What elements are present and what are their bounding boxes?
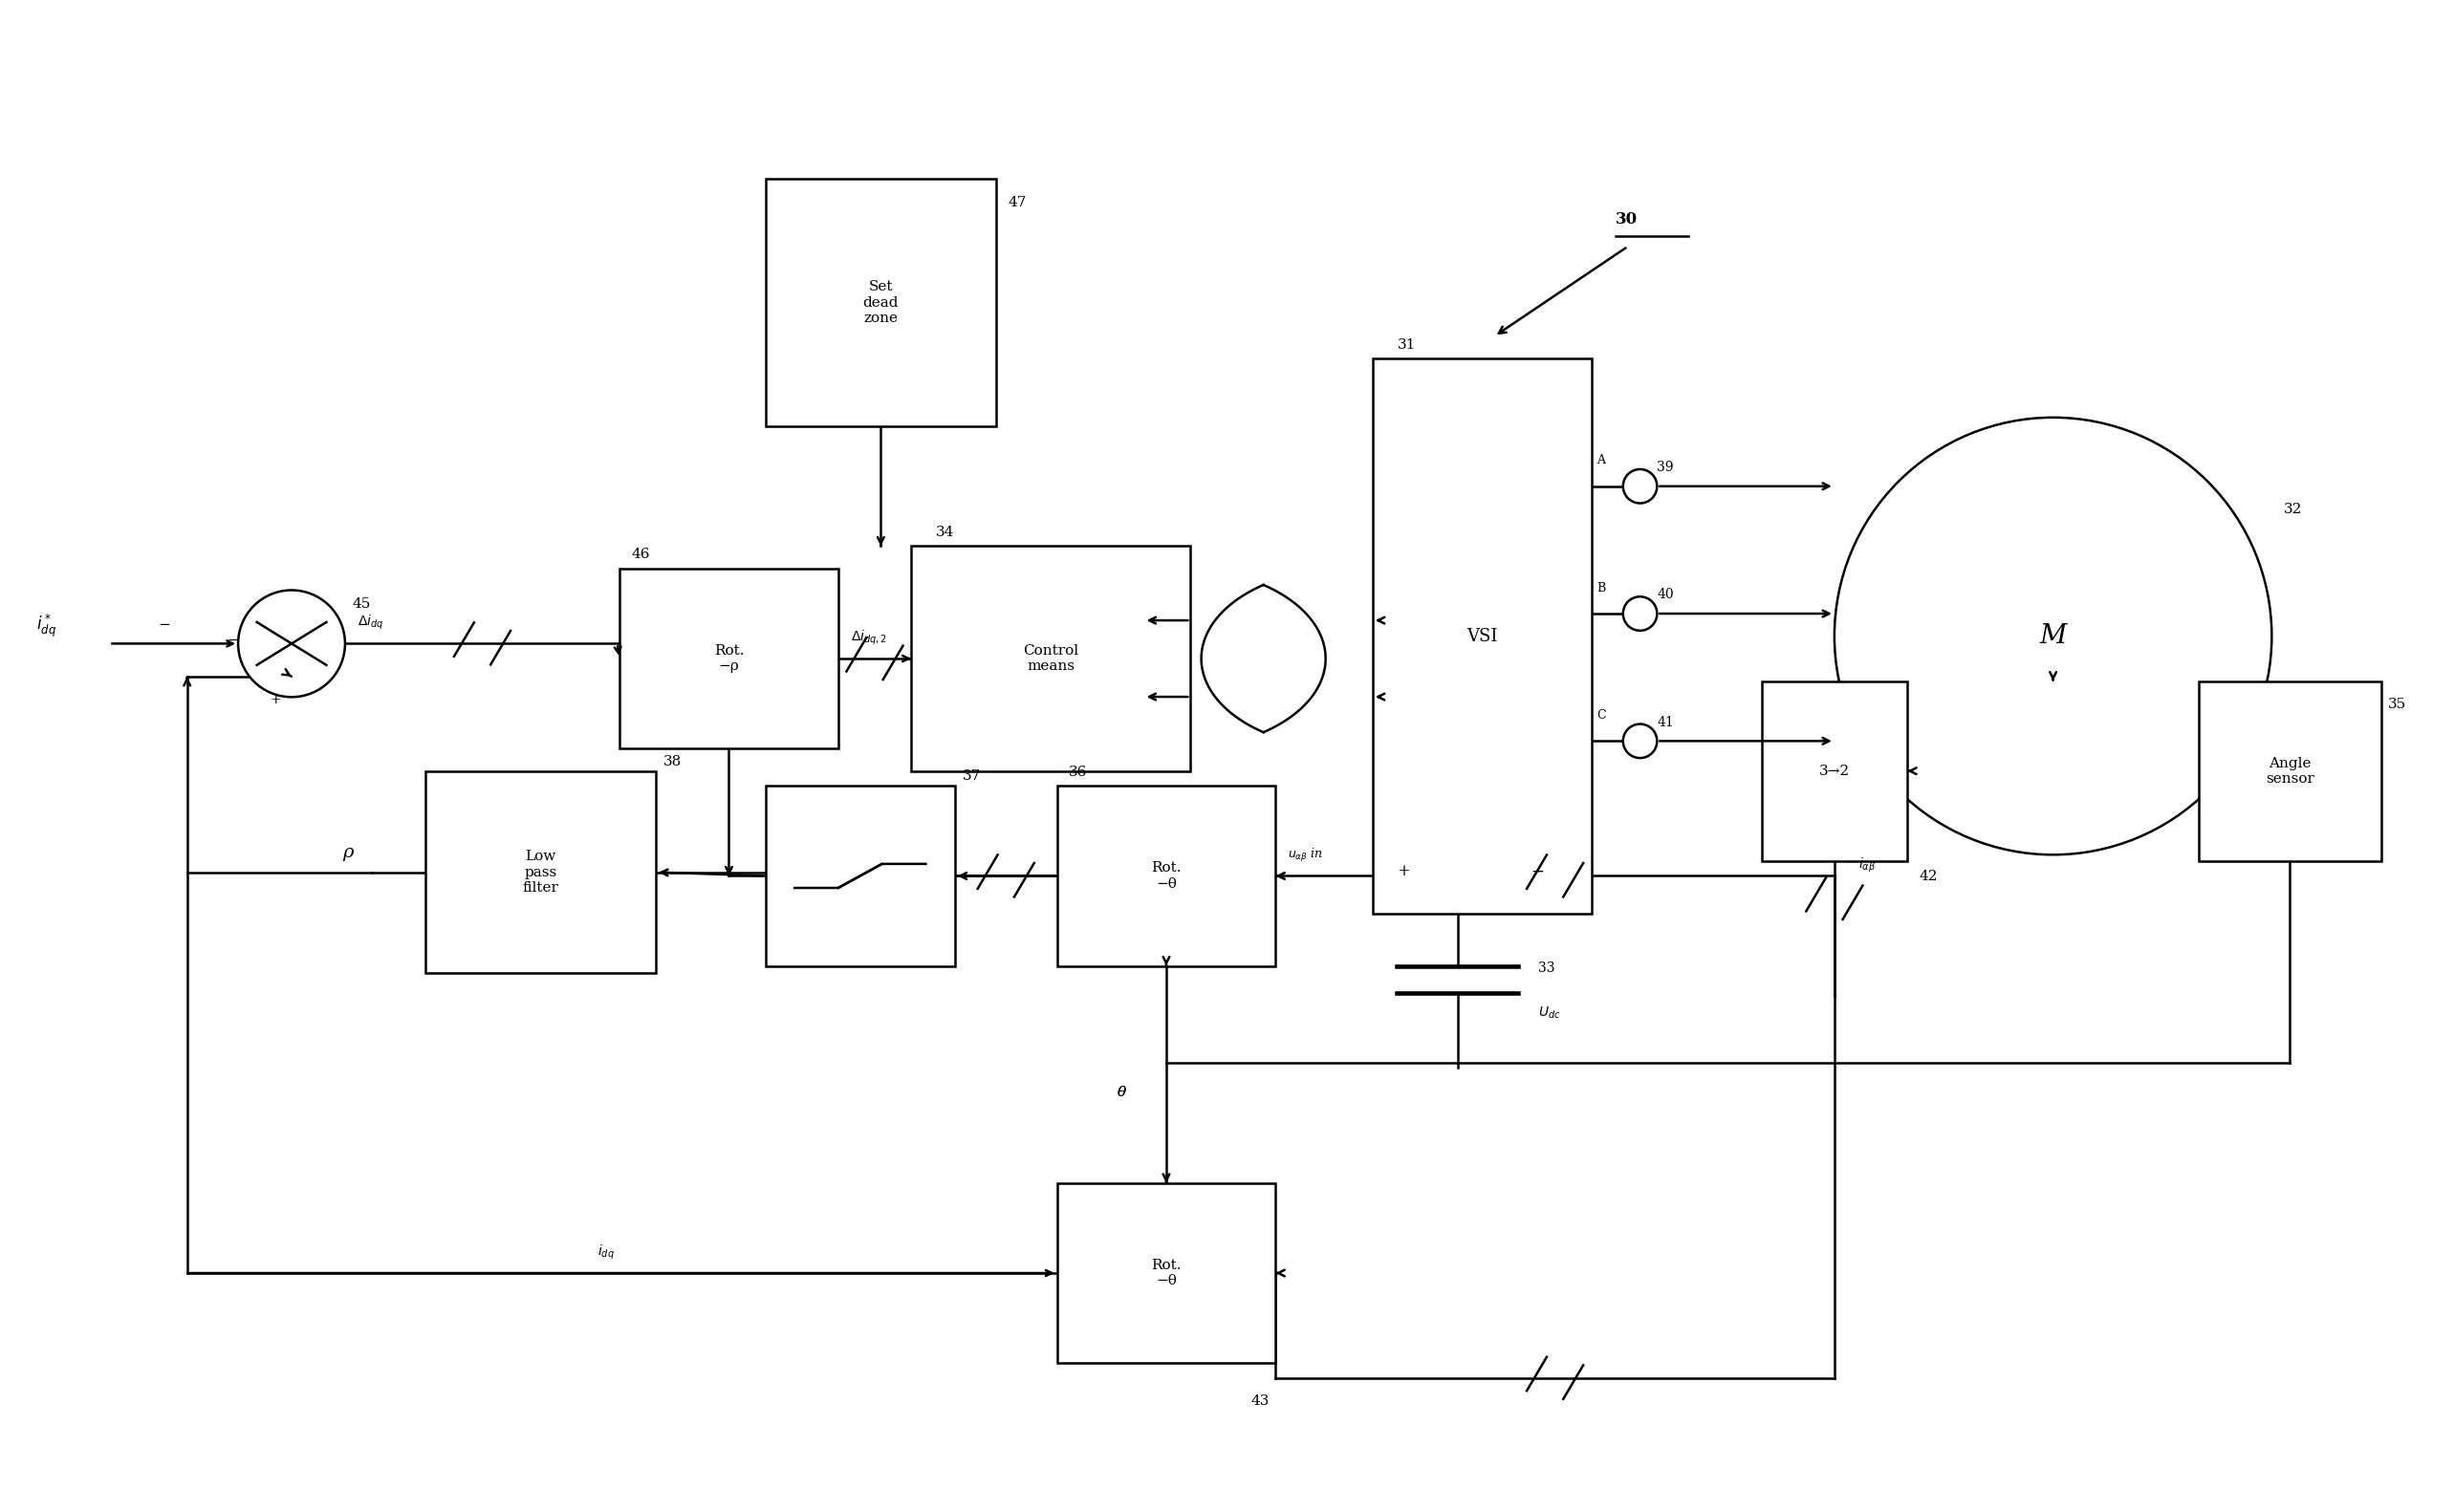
Text: $\Delta i_{dq,2}$: $\Delta i_{dq,2}$ [852,629,886,647]
Text: 35: 35 [2388,697,2407,711]
Text: 41: 41 [1656,715,1674,729]
Bar [766,786,955,966]
Bar [1762,680,1907,860]
Text: Rot.
−θ: Rot. −θ [1151,862,1180,891]
Text: B: B [1595,582,1605,594]
Text: Rot.
−ρ: Rot. −ρ [714,644,744,673]
Text: −: − [1531,863,1544,880]
Text: +: + [1396,863,1411,880]
Text: +: + [270,692,282,706]
Text: 30: 30 [1615,212,1637,228]
Text: $\Delta i_{dq}$: $\Delta i_{dq}$ [358,614,383,632]
Text: 46: 46 [631,547,650,561]
Text: $u_{\alpha\beta}$ in: $u_{\alpha\beta}$ in [1288,847,1323,863]
Text: M: M [2039,623,2066,649]
Text: 34: 34 [935,525,955,538]
Text: Low
pass
filter: Low pass filter [523,850,560,894]
Text: 40: 40 [1656,588,1674,602]
Text: C: C [1595,709,1605,721]
Text: ρ: ρ [344,844,353,860]
Text: θ: θ [1117,1086,1126,1099]
Text: 38: 38 [663,754,682,768]
Bar [766,178,996,426]
Bar [1058,786,1276,966]
Text: −: − [228,634,238,647]
Bar [1058,1182,1276,1362]
Circle shape [1622,597,1656,631]
Text: 32: 32 [2285,503,2302,516]
Text: −: − [157,618,169,632]
Text: $U_{dc}$: $U_{dc}$ [1539,1005,1561,1021]
Text: $i_{\alpha\beta}$: $i_{\alpha\beta}$ [1858,856,1875,874]
Text: 45: 45 [353,597,371,611]
Circle shape [238,590,346,697]
Text: $i_{dq}$: $i_{dq}$ [599,1243,616,1261]
Text: VSI: VSI [1467,627,1497,644]
Text: Rot.
−θ: Rot. −θ [1151,1258,1180,1288]
Text: 33: 33 [1539,962,1556,975]
Bar [910,546,1190,771]
Text: 43: 43 [1252,1394,1269,1408]
Text: A: A [1595,454,1605,467]
Text: Control
means: Control means [1023,644,1080,673]
Text: 31: 31 [1396,339,1416,351]
Bar [1372,358,1593,913]
Text: 39: 39 [1656,461,1674,475]
Bar [618,569,839,748]
Text: 36: 36 [1070,765,1087,779]
Text: 42: 42 [1919,869,1939,883]
Text: 3→2: 3→2 [1818,764,1850,777]
Text: Set
dead
zone: Set dead zone [864,280,898,325]
Circle shape [1622,469,1656,503]
Circle shape [1622,724,1656,758]
Bar [2199,680,2380,860]
Text: 37: 37 [962,770,982,783]
Text: θ: θ [1117,1086,1126,1099]
Text: Angle
sensor: Angle sensor [2265,756,2314,785]
Text: $i_{dq}^*$: $i_{dq}^*$ [37,612,56,640]
Bar [425,771,655,974]
Text: 47: 47 [1009,195,1026,209]
Circle shape [1836,417,2272,854]
